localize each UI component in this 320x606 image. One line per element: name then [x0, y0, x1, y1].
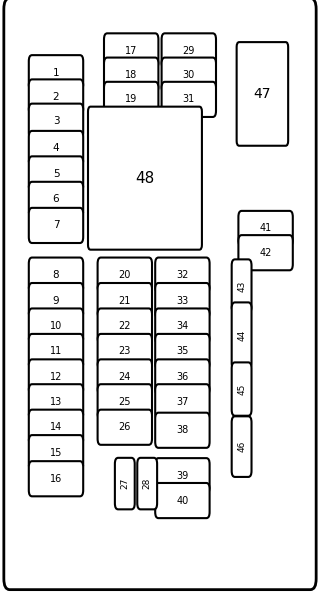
- FancyBboxPatch shape: [29, 461, 83, 496]
- Text: 10: 10: [50, 321, 62, 331]
- FancyBboxPatch shape: [98, 384, 152, 419]
- Text: 20: 20: [119, 270, 131, 280]
- Text: 22: 22: [118, 321, 131, 331]
- FancyBboxPatch shape: [29, 435, 83, 470]
- FancyBboxPatch shape: [29, 182, 83, 217]
- Text: 45: 45: [237, 384, 246, 395]
- Text: 39: 39: [176, 471, 188, 481]
- Text: 44: 44: [237, 330, 246, 341]
- FancyBboxPatch shape: [98, 359, 152, 395]
- FancyBboxPatch shape: [4, 0, 316, 590]
- Text: 17: 17: [125, 46, 137, 56]
- Text: 7: 7: [53, 221, 59, 230]
- FancyBboxPatch shape: [98, 283, 152, 318]
- FancyBboxPatch shape: [162, 58, 216, 93]
- Text: 34: 34: [176, 321, 188, 331]
- Text: 40: 40: [176, 496, 188, 505]
- FancyBboxPatch shape: [155, 413, 210, 448]
- Text: 21: 21: [119, 296, 131, 305]
- FancyBboxPatch shape: [98, 334, 152, 369]
- FancyBboxPatch shape: [29, 334, 83, 369]
- FancyBboxPatch shape: [29, 208, 83, 243]
- Text: 24: 24: [119, 372, 131, 382]
- FancyBboxPatch shape: [155, 308, 210, 344]
- Text: 26: 26: [119, 422, 131, 432]
- FancyBboxPatch shape: [88, 107, 202, 250]
- Text: 18: 18: [125, 70, 137, 80]
- FancyBboxPatch shape: [162, 82, 216, 117]
- Text: 27: 27: [120, 478, 129, 489]
- Text: 47: 47: [254, 87, 271, 101]
- Text: 46: 46: [237, 441, 246, 452]
- FancyBboxPatch shape: [98, 410, 152, 445]
- FancyBboxPatch shape: [29, 283, 83, 318]
- Text: 28: 28: [143, 478, 152, 489]
- Text: 35: 35: [176, 347, 188, 356]
- FancyBboxPatch shape: [29, 79, 83, 115]
- FancyBboxPatch shape: [29, 156, 83, 191]
- FancyBboxPatch shape: [98, 308, 152, 344]
- FancyBboxPatch shape: [232, 302, 252, 369]
- FancyBboxPatch shape: [29, 384, 83, 419]
- FancyBboxPatch shape: [155, 483, 210, 518]
- FancyBboxPatch shape: [155, 258, 210, 293]
- FancyBboxPatch shape: [29, 55, 83, 90]
- Text: 5: 5: [53, 169, 59, 179]
- FancyBboxPatch shape: [162, 33, 216, 68]
- FancyBboxPatch shape: [104, 82, 158, 117]
- FancyBboxPatch shape: [232, 362, 252, 416]
- FancyBboxPatch shape: [155, 334, 210, 369]
- Text: 31: 31: [183, 95, 195, 104]
- Text: 6: 6: [53, 195, 59, 204]
- Text: 43: 43: [237, 281, 246, 291]
- FancyBboxPatch shape: [29, 410, 83, 445]
- FancyBboxPatch shape: [29, 104, 83, 139]
- Text: 42: 42: [260, 248, 272, 258]
- Text: 14: 14: [50, 422, 62, 432]
- FancyBboxPatch shape: [115, 458, 135, 509]
- Text: 9: 9: [53, 296, 59, 305]
- Text: 1: 1: [53, 68, 59, 78]
- FancyBboxPatch shape: [29, 308, 83, 344]
- Text: 3: 3: [53, 116, 59, 126]
- FancyBboxPatch shape: [104, 58, 158, 93]
- Text: 15: 15: [50, 448, 62, 458]
- FancyBboxPatch shape: [155, 359, 210, 395]
- FancyBboxPatch shape: [29, 258, 83, 293]
- Text: 11: 11: [50, 347, 62, 356]
- FancyBboxPatch shape: [238, 211, 293, 246]
- Text: 48: 48: [135, 171, 155, 185]
- FancyBboxPatch shape: [98, 258, 152, 293]
- Text: 16: 16: [50, 474, 62, 484]
- Text: 38: 38: [176, 425, 188, 435]
- Text: 8: 8: [53, 270, 59, 280]
- Text: 32: 32: [176, 270, 188, 280]
- Text: 12: 12: [50, 372, 62, 382]
- Text: 19: 19: [125, 95, 137, 104]
- FancyBboxPatch shape: [237, 42, 288, 146]
- FancyBboxPatch shape: [104, 33, 158, 68]
- Text: 23: 23: [119, 347, 131, 356]
- FancyBboxPatch shape: [155, 384, 210, 419]
- Text: 13: 13: [50, 397, 62, 407]
- FancyBboxPatch shape: [155, 283, 210, 318]
- Text: 25: 25: [118, 397, 131, 407]
- Text: 41: 41: [260, 224, 272, 233]
- Text: 2: 2: [53, 92, 59, 102]
- FancyBboxPatch shape: [29, 131, 83, 166]
- Text: 36: 36: [176, 372, 188, 382]
- Text: 37: 37: [176, 397, 188, 407]
- Text: 30: 30: [183, 70, 195, 80]
- FancyBboxPatch shape: [29, 359, 83, 395]
- FancyBboxPatch shape: [238, 235, 293, 270]
- FancyBboxPatch shape: [232, 259, 252, 313]
- Text: 33: 33: [176, 296, 188, 305]
- Text: 29: 29: [183, 46, 195, 56]
- Text: 4: 4: [53, 144, 59, 153]
- FancyBboxPatch shape: [137, 458, 157, 509]
- FancyBboxPatch shape: [155, 458, 210, 493]
- FancyBboxPatch shape: [232, 416, 252, 477]
